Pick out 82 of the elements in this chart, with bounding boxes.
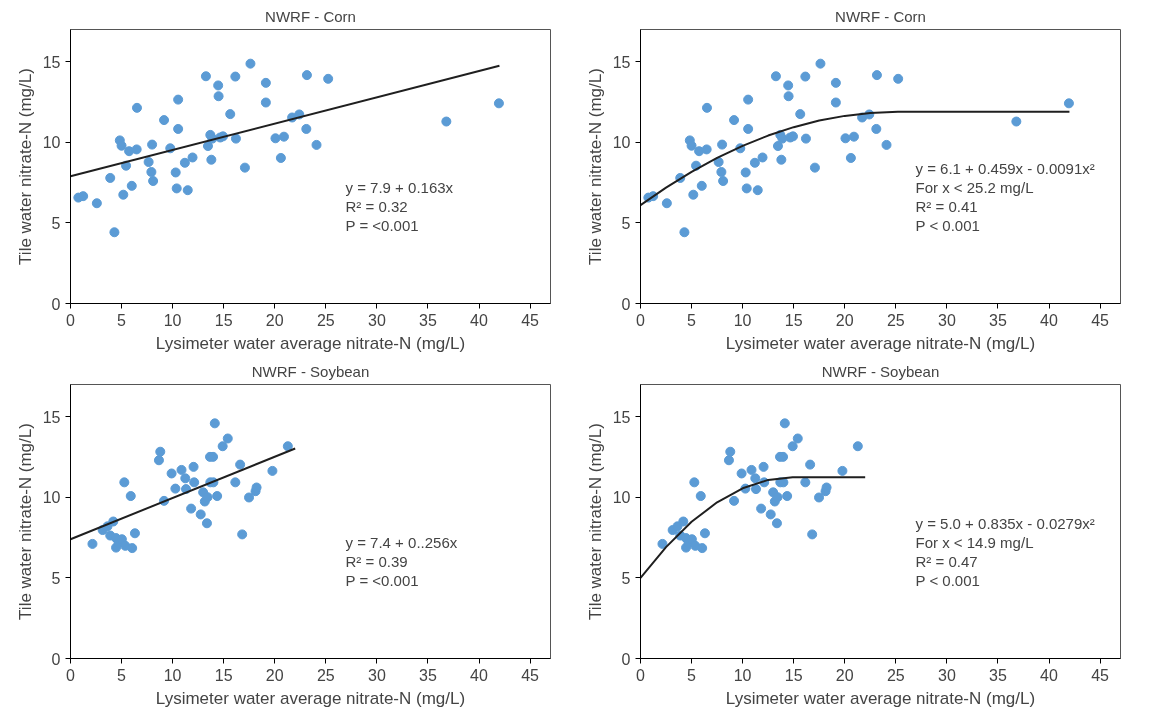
x-tick-label: 0 bbox=[636, 666, 646, 684]
x-tick-label: 40 bbox=[1040, 666, 1059, 684]
x-tick-label: 25 bbox=[316, 311, 335, 329]
x-tick-label: 30 bbox=[367, 311, 386, 329]
x-tick-label: 45 bbox=[1091, 666, 1110, 684]
x-tick-label: 30 bbox=[367, 666, 386, 684]
annotation: y = 6.1 + 0.459x - 0.0091x² bbox=[915, 159, 1095, 177]
x-axis-title: Lysimeter water average nitrate-N (mg/L) bbox=[155, 333, 466, 353]
y-tick-label: 5 bbox=[621, 214, 631, 232]
x-tick-label: 20 bbox=[835, 311, 854, 329]
y-tick-label: 10 bbox=[42, 489, 61, 507]
x-tick-label: 15 bbox=[214, 666, 233, 684]
chart-title: NWRF - Soybean bbox=[251, 362, 370, 380]
chart-title: NWRF - Corn bbox=[265, 7, 356, 25]
x-tick-label: 15 bbox=[784, 666, 803, 684]
x-tick-label: 45 bbox=[1091, 311, 1110, 329]
x-tick-label: 0 bbox=[66, 311, 76, 329]
annotation: For x < 14.9 mg/L bbox=[915, 533, 1034, 551]
x-tick-label: 0 bbox=[66, 666, 76, 684]
annotation: R² = 0.32 bbox=[345, 197, 408, 215]
chart-title: NWRF - Corn bbox=[835, 7, 926, 25]
x-tick-label: 45 bbox=[521, 311, 540, 329]
y-tick-label: 0 bbox=[51, 650, 61, 668]
annotation: R² = 0.47 bbox=[915, 552, 978, 570]
x-tick-label: 25 bbox=[316, 666, 335, 684]
annotation: P < 0.001 bbox=[915, 216, 980, 234]
y-tick-label: 5 bbox=[51, 214, 61, 232]
annotation: P < 0.001 bbox=[915, 571, 980, 589]
x-tick-label: 30 bbox=[937, 666, 956, 684]
y-axis-title: Tile water nitrate-N (mg/L) bbox=[15, 423, 35, 620]
y-tick-label: 10 bbox=[612, 134, 631, 152]
x-tick-label: 40 bbox=[1040, 311, 1059, 329]
x-tick-label: 20 bbox=[835, 666, 854, 684]
annotation: y = 5.0 + 0.835x - 0.0279x² bbox=[915, 514, 1095, 532]
y-tick-label: 5 bbox=[621, 569, 631, 587]
x-tick-label: 40 bbox=[470, 311, 489, 329]
y-tick-label: 15 bbox=[612, 408, 631, 426]
x-tick-label: 30 bbox=[937, 311, 956, 329]
y-tick-label: 0 bbox=[621, 295, 631, 313]
y-axis-title: Tile water nitrate-N (mg/L) bbox=[15, 68, 35, 265]
annotation: y = 7.9 + 0.163x bbox=[345, 178, 454, 196]
x-tick-label: 10 bbox=[163, 666, 182, 684]
x-tick-label: 25 bbox=[886, 311, 905, 329]
y-axis-title: Tile water nitrate-N (mg/L) bbox=[585, 68, 605, 265]
x-tick-label: 35 bbox=[419, 666, 437, 684]
y-tick-label: 15 bbox=[612, 53, 631, 71]
y-tick-label: 10 bbox=[42, 134, 61, 152]
x-tick-label: 15 bbox=[214, 311, 233, 329]
y-tick-label: 0 bbox=[51, 295, 61, 313]
x-tick-label: 10 bbox=[163, 311, 182, 329]
y-tick-label: 10 bbox=[612, 489, 631, 507]
x-tick-label: 5 bbox=[687, 666, 697, 684]
annotation: y = 7.4 + 0..256x bbox=[345, 533, 458, 551]
chart-title: NWRF - Soybean bbox=[821, 362, 940, 380]
y-tick-label: 15 bbox=[42, 408, 61, 426]
x-axis-title: Lysimeter water average nitrate-N (mg/L) bbox=[155, 688, 466, 708]
y-axis-title: Tile water nitrate-N (mg/L) bbox=[585, 423, 605, 620]
x-tick-label: 20 bbox=[265, 311, 284, 329]
y-tick-label: 15 bbox=[42, 53, 61, 71]
x-tick-label: 35 bbox=[989, 311, 1007, 329]
annotation: P = <0.001 bbox=[345, 571, 419, 589]
x-tick-label: 20 bbox=[265, 666, 284, 684]
x-tick-label: 45 bbox=[521, 666, 540, 684]
annotation: P = <0.001 bbox=[345, 216, 419, 234]
x-tick-label: 35 bbox=[989, 666, 1007, 684]
x-tick-label: 5 bbox=[687, 311, 697, 329]
x-tick-label: 5 bbox=[117, 311, 127, 329]
x-tick-label: 15 bbox=[784, 311, 803, 329]
x-tick-label: 35 bbox=[419, 311, 437, 329]
x-tick-label: 5 bbox=[117, 666, 127, 684]
annotation: R² = 0.39 bbox=[345, 552, 408, 570]
x-tick-label: 10 bbox=[733, 666, 752, 684]
y-tick-label: 0 bbox=[621, 650, 631, 668]
x-axis-title: Lysimeter water average nitrate-N (mg/L) bbox=[725, 333, 1036, 353]
x-tick-label: 0 bbox=[636, 311, 646, 329]
annotation: For x < 25.2 mg/L bbox=[915, 178, 1034, 196]
x-axis-title: Lysimeter water average nitrate-N (mg/L) bbox=[725, 688, 1036, 708]
x-tick-label: 25 bbox=[886, 666, 905, 684]
annotation: R² = 0.41 bbox=[915, 197, 978, 215]
y-tick-label: 5 bbox=[51, 569, 61, 587]
x-tick-label: 40 bbox=[470, 666, 489, 684]
x-tick-label: 10 bbox=[733, 311, 752, 329]
